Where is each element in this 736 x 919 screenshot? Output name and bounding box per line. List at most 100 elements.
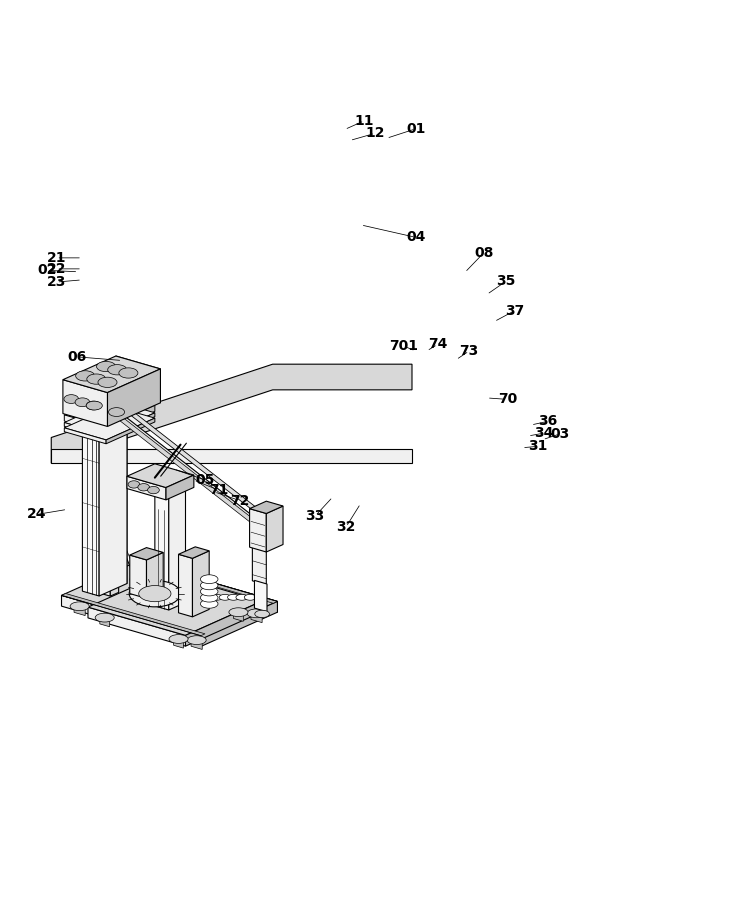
Ellipse shape bbox=[107, 365, 127, 375]
Ellipse shape bbox=[96, 361, 116, 371]
Polygon shape bbox=[82, 402, 127, 419]
Polygon shape bbox=[127, 464, 194, 488]
Text: 73: 73 bbox=[459, 344, 479, 358]
Polygon shape bbox=[130, 548, 163, 560]
Polygon shape bbox=[179, 547, 209, 559]
Ellipse shape bbox=[155, 586, 174, 596]
Polygon shape bbox=[110, 507, 118, 596]
Polygon shape bbox=[166, 475, 194, 500]
Polygon shape bbox=[64, 406, 155, 440]
Polygon shape bbox=[169, 487, 185, 610]
Text: 01: 01 bbox=[406, 122, 425, 136]
Ellipse shape bbox=[227, 595, 239, 600]
Polygon shape bbox=[155, 491, 169, 610]
Text: 33: 33 bbox=[305, 509, 325, 523]
Text: 12: 12 bbox=[366, 126, 385, 141]
Polygon shape bbox=[63, 380, 107, 426]
Polygon shape bbox=[88, 573, 262, 635]
Ellipse shape bbox=[128, 481, 140, 488]
Text: 02: 02 bbox=[37, 264, 57, 278]
Polygon shape bbox=[116, 356, 160, 403]
Ellipse shape bbox=[64, 394, 79, 403]
Ellipse shape bbox=[247, 609, 266, 618]
Text: 06: 06 bbox=[67, 350, 87, 364]
Polygon shape bbox=[134, 562, 277, 603]
Ellipse shape bbox=[95, 613, 114, 622]
Ellipse shape bbox=[169, 635, 188, 643]
Ellipse shape bbox=[138, 483, 149, 491]
Polygon shape bbox=[255, 581, 267, 612]
Ellipse shape bbox=[202, 595, 214, 600]
Polygon shape bbox=[179, 554, 193, 617]
Polygon shape bbox=[201, 601, 277, 646]
Polygon shape bbox=[62, 562, 277, 636]
Text: 74: 74 bbox=[428, 337, 447, 351]
Polygon shape bbox=[185, 601, 262, 646]
Ellipse shape bbox=[87, 374, 106, 384]
Ellipse shape bbox=[219, 595, 231, 600]
Text: 03: 03 bbox=[551, 426, 570, 441]
Polygon shape bbox=[99, 406, 127, 596]
Ellipse shape bbox=[229, 607, 248, 617]
Ellipse shape bbox=[98, 377, 117, 388]
Ellipse shape bbox=[70, 602, 89, 610]
Ellipse shape bbox=[210, 595, 222, 600]
Polygon shape bbox=[251, 612, 262, 623]
Text: 05: 05 bbox=[196, 473, 215, 487]
Text: 31: 31 bbox=[528, 439, 548, 453]
Polygon shape bbox=[106, 405, 155, 433]
Text: 72: 72 bbox=[230, 494, 250, 507]
Polygon shape bbox=[233, 611, 244, 621]
Polygon shape bbox=[250, 508, 266, 552]
Polygon shape bbox=[250, 501, 283, 514]
Polygon shape bbox=[266, 506, 283, 552]
Polygon shape bbox=[62, 594, 205, 636]
Polygon shape bbox=[127, 476, 166, 500]
Ellipse shape bbox=[76, 370, 95, 381]
Polygon shape bbox=[130, 555, 146, 598]
Polygon shape bbox=[113, 412, 272, 537]
Polygon shape bbox=[106, 413, 155, 438]
Ellipse shape bbox=[255, 610, 269, 618]
Text: 22: 22 bbox=[46, 262, 66, 276]
Text: 24: 24 bbox=[26, 507, 46, 521]
Text: 08: 08 bbox=[474, 245, 494, 260]
Polygon shape bbox=[74, 605, 85, 616]
Ellipse shape bbox=[130, 575, 149, 584]
Polygon shape bbox=[138, 562, 277, 612]
Polygon shape bbox=[193, 550, 209, 617]
Polygon shape bbox=[155, 483, 185, 494]
Polygon shape bbox=[106, 418, 155, 444]
Text: 11: 11 bbox=[355, 114, 374, 128]
Polygon shape bbox=[52, 364, 412, 463]
Ellipse shape bbox=[200, 574, 218, 584]
Text: 23: 23 bbox=[46, 275, 66, 289]
Polygon shape bbox=[64, 401, 155, 435]
Ellipse shape bbox=[200, 587, 218, 596]
Polygon shape bbox=[191, 639, 202, 650]
Ellipse shape bbox=[187, 636, 206, 644]
Ellipse shape bbox=[200, 594, 218, 602]
Ellipse shape bbox=[75, 398, 90, 407]
Polygon shape bbox=[134, 578, 145, 589]
Ellipse shape bbox=[138, 585, 171, 602]
Ellipse shape bbox=[130, 581, 180, 607]
Ellipse shape bbox=[118, 368, 138, 378]
Polygon shape bbox=[64, 423, 106, 438]
Text: 701: 701 bbox=[389, 339, 418, 353]
Polygon shape bbox=[64, 428, 106, 444]
Ellipse shape bbox=[108, 408, 124, 416]
Polygon shape bbox=[110, 402, 127, 584]
Ellipse shape bbox=[86, 401, 101, 410]
Ellipse shape bbox=[148, 486, 159, 494]
Polygon shape bbox=[100, 617, 110, 627]
Polygon shape bbox=[62, 596, 201, 646]
Ellipse shape bbox=[200, 599, 218, 608]
Ellipse shape bbox=[236, 595, 247, 600]
Text: 70: 70 bbox=[498, 392, 517, 406]
Text: 71: 71 bbox=[210, 483, 229, 497]
Polygon shape bbox=[165, 573, 262, 612]
Text: 37: 37 bbox=[505, 303, 524, 318]
Ellipse shape bbox=[244, 595, 256, 600]
Polygon shape bbox=[146, 552, 163, 598]
